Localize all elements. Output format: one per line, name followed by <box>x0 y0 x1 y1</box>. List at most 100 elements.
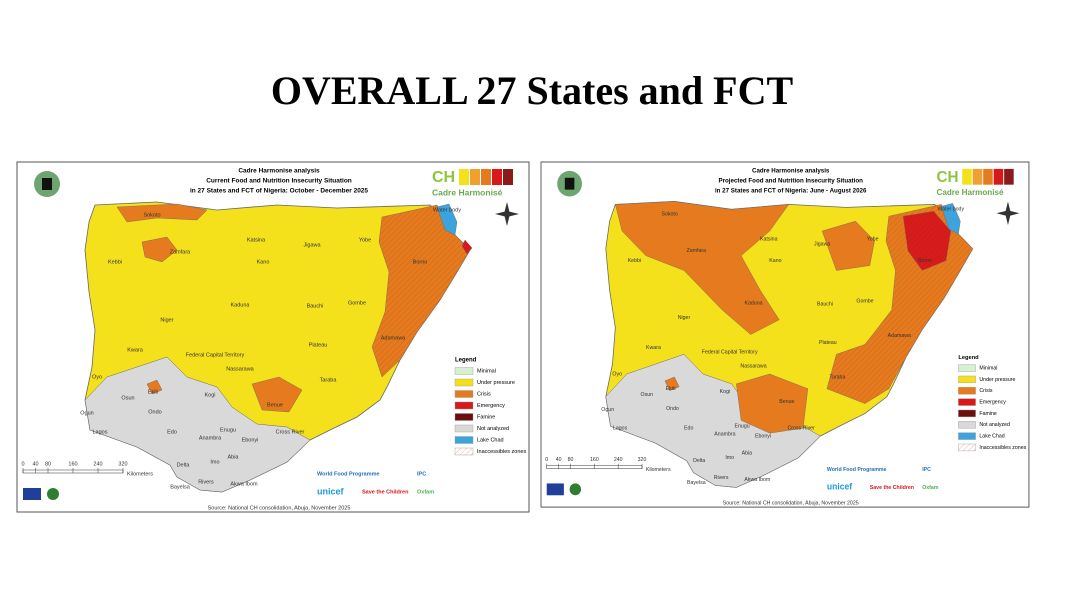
logo-initials: CH <box>936 169 958 186</box>
logo-name: Cadre Harmonisé <box>936 188 1003 197</box>
state-label: Oyo <box>92 374 102 380</box>
state-label: Niger <box>160 317 173 323</box>
state-label: Plateau <box>819 340 837 346</box>
state-label: Federal Capital Territory <box>702 350 758 356</box>
state-label: Ondo <box>666 406 679 412</box>
partner-logo: IPC <box>922 467 931 473</box>
state-label: Zamfara <box>687 248 707 254</box>
phase-area <box>615 201 790 335</box>
state-label: Federal Capital Territory <box>186 352 245 358</box>
source-note: Source: National CH consolidation, Abuja… <box>723 501 859 507</box>
inaccessible-zone <box>372 205 470 377</box>
state-label: Enugu <box>735 424 750 430</box>
state-label: Delta <box>693 458 705 464</box>
state-label: Niger <box>678 315 691 321</box>
logo-block <box>459 169 469 185</box>
logo-block <box>481 169 491 185</box>
state-label: Anambra <box>714 431 735 437</box>
map-header: Projected Food and Nutrition Insecurity … <box>718 177 863 184</box>
logo-block <box>503 169 513 185</box>
map-header: Cadre Harmonise analysis <box>752 167 830 174</box>
not-analyzed-area <box>84 356 311 493</box>
state-label: Bauchi <box>307 303 324 309</box>
scale-label: 320 <box>118 461 127 467</box>
legend-swatch <box>454 413 474 421</box>
state-label: Benue <box>267 402 283 408</box>
state-label: Water body <box>433 207 461 213</box>
state-label: Taraba <box>320 377 338 383</box>
state-label: Kebbi <box>108 259 122 265</box>
legend-label: Not analyzed <box>979 422 1010 428</box>
state-label: Rivers <box>198 479 214 485</box>
state-label: Kwara <box>127 347 144 353</box>
legend-label: Minimal <box>477 368 496 374</box>
state-label: Yobe <box>867 236 879 242</box>
state-label: Gombe <box>856 298 873 304</box>
partner-logo: Save the Children <box>362 489 409 495</box>
state-label: Bauchi <box>817 301 833 307</box>
partner-logo: unicef <box>317 486 345 496</box>
scale-label: 160 <box>590 457 599 463</box>
state-label: Abia <box>742 450 753 456</box>
map-header: in 27 States and FCT of Nigeria: June - … <box>715 187 867 194</box>
legend-label: Under pressure <box>979 377 1015 383</box>
state-label: Benue <box>779 399 794 405</box>
state-label: Gombe <box>348 300 366 306</box>
state-label: Lagos <box>93 429 108 435</box>
legend-swatch <box>958 409 976 418</box>
state-label: Kaduna <box>744 300 762 306</box>
north-arrow <box>495 202 519 226</box>
state-label: Kogi <box>204 392 215 398</box>
state-label: Osun <box>121 395 134 401</box>
state-label: Kebbi <box>628 258 641 264</box>
north-arrow <box>996 201 1020 226</box>
phase-area <box>821 220 875 271</box>
legend-label: Lake Chad <box>979 433 1004 439</box>
state-label: Ondo <box>148 409 161 415</box>
legend-swatch <box>454 390 474 398</box>
state-label: Edo <box>684 426 693 432</box>
state-label: Oyo <box>612 371 622 377</box>
coat-of-arms-shield <box>564 177 575 190</box>
state-label: Ebonyi <box>242 437 259 443</box>
state-label: Kano <box>257 259 270 265</box>
state-label: Katsina <box>247 237 266 243</box>
phase-area <box>736 373 809 434</box>
legend-swatch <box>958 398 976 406</box>
slide-title: OVERALL 27 States and FCT <box>271 68 794 113</box>
scale-label: 40 <box>556 457 562 463</box>
state-label: Jigawa <box>303 242 321 248</box>
legend-label: Emergency <box>979 399 1006 405</box>
eu-flag <box>23 488 41 500</box>
scale-label: 320 <box>638 457 647 463</box>
state-label: Bayelsa <box>687 480 706 486</box>
eu-flag <box>546 483 564 496</box>
legend-label: Minimal <box>979 365 997 371</box>
state-label: Taraba <box>829 374 845 380</box>
partner-logo: Oxfam <box>417 489 434 495</box>
ecowas-logo <box>47 488 59 500</box>
state-label: Akwa Ibom <box>230 481 258 487</box>
scale-label: 160 <box>68 461 77 467</box>
legend-swatch <box>454 436 474 444</box>
legend-swatch <box>454 367 474 375</box>
legend-label: Crisis <box>477 391 491 397</box>
legend-label: Emergency <box>477 403 505 409</box>
state-label: Edo <box>167 429 177 435</box>
phase-area <box>141 236 178 263</box>
legend-label: Inaccessibles zones <box>979 445 1026 451</box>
phase-area <box>116 203 208 223</box>
legend-label: Famine <box>979 411 996 417</box>
state-label: Kaduna <box>231 302 251 308</box>
state-label: Akwa Ibom <box>744 477 770 483</box>
scale-label: 240 <box>93 461 102 467</box>
state-label: Ogun <box>601 407 614 413</box>
state-label: Adamawa <box>381 335 406 341</box>
state-label: Zamfara <box>170 249 191 255</box>
state-label: Lagos <box>613 426 628 432</box>
state-label: Cross River <box>787 426 815 432</box>
logo-block <box>962 168 972 185</box>
legend-swatch <box>454 424 474 433</box>
logo-name: Cadre Harmonisé <box>432 187 503 197</box>
